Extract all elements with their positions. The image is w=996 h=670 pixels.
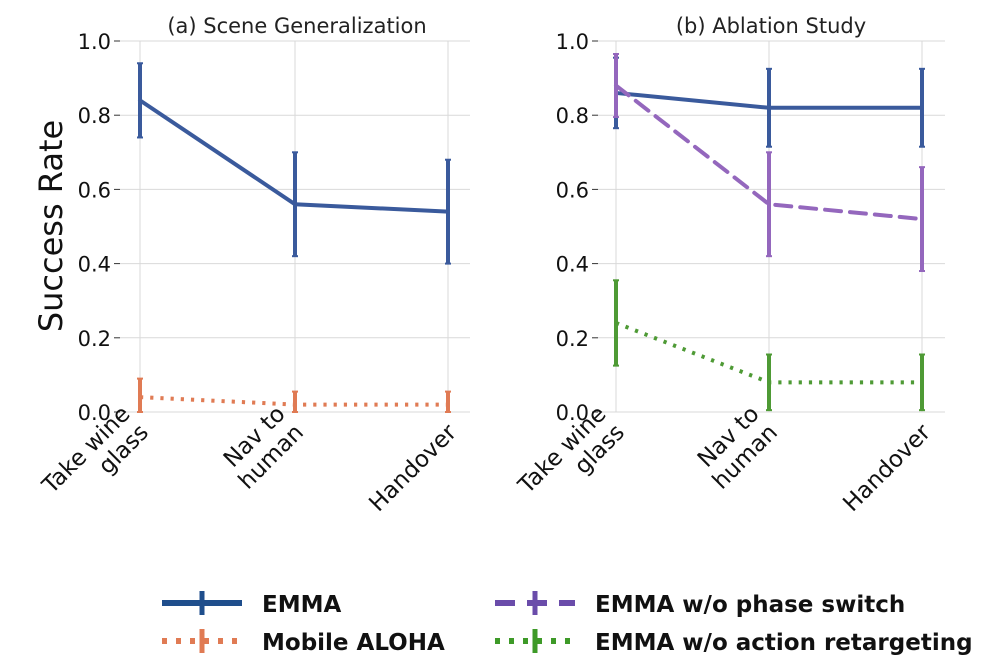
x-tick-label-line: Handover [364, 419, 462, 517]
x-tick-label: Nav tohuman [689, 401, 783, 495]
y-tick-label: 0.2 [78, 327, 111, 351]
y-tick-label: 0.0 [556, 401, 589, 425]
y-tick-label: 1.0 [556, 30, 589, 54]
series-line [614, 83, 924, 222]
y-tick-label: 0.4 [556, 253, 589, 277]
legend-item: EMMA [162, 591, 341, 618]
series-emma [613, 56, 925, 148]
panel-a: 0.0 0.2 0.4 0.6 0.8 1.0 (a) Scene Generalizati… [37, 14, 470, 517]
y-tick-label: 0.6 [78, 178, 111, 202]
y-tick-label: 0.4 [78, 253, 111, 277]
series-emma [137, 62, 451, 265]
legend-label: EMMA [262, 592, 341, 618]
x-tick-label: Nav tohuman [215, 401, 309, 495]
series-mobile-aloha [137, 377, 451, 413]
x-tick-label-line: Handover [838, 419, 936, 517]
y-tick-label: 0.8 [556, 104, 589, 128]
y-tick-label: 0.0 [78, 401, 111, 425]
y-tick-label: 1.0 [78, 30, 111, 54]
legend-label: EMMA w/o phase switch [595, 592, 905, 618]
y-tick-label: 0.6 [556, 178, 589, 202]
panel-b: 0.00.20.40.60.81.0(b) Ablation StudyTake… [513, 14, 945, 517]
y-axis-label: Success Rate [32, 120, 70, 332]
legend-item: Mobile ALOHA [162, 629, 445, 656]
series-emma-w-o-phase-switch [613, 52, 925, 273]
y-tick-label: 0.8 [78, 104, 111, 128]
legend-item: EMMA w/o phase switch [495, 591, 905, 618]
legend-item: EMMA w/o action retargeting [495, 629, 973, 656]
x-tick-label: Handover [838, 419, 936, 517]
x-tick-label: Handover [364, 419, 462, 517]
panel-title: (b) Ablation Study [676, 14, 866, 38]
legend-label: Mobile ALOHA [262, 630, 445, 656]
legend-label: EMMA w/o action retargeting [595, 630, 973, 656]
y-tick-label: 0.2 [556, 327, 589, 351]
panel-title: (a) Scene Generalization [167, 14, 426, 38]
series-emma-w-o-action-retargeting [613, 279, 925, 412]
legend: EMMA Mobile ALOHA EMMA w/o phase switch EMM… [162, 591, 973, 656]
